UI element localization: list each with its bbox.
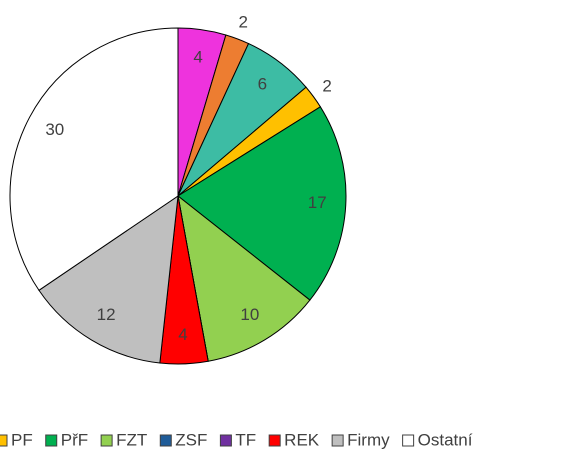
data-label: 30: [45, 120, 64, 139]
legend-label: PřF: [61, 430, 88, 449]
legend-swatch: [159, 434, 172, 447]
legend-swatch: [331, 434, 344, 447]
data-label: 17: [308, 193, 327, 212]
data-label: 12: [97, 305, 116, 324]
pie-slice: [9, 27, 179, 291]
data-label: 4: [193, 47, 202, 66]
data-label: 2: [239, 13, 248, 32]
pie-slice: [177, 106, 347, 301]
legend-swatch: [219, 434, 232, 447]
legend-swatch: [45, 434, 58, 447]
legend-swatch: [100, 434, 113, 447]
pie-slice: [38, 194, 179, 364]
data-label: 4: [178, 325, 187, 344]
legend-swatch: [402, 434, 415, 447]
legend-label: TF: [235, 430, 256, 449]
data-label: 10: [240, 305, 259, 324]
legend-label: ZSF: [175, 430, 207, 449]
data-label: 6: [258, 74, 267, 93]
legend-label: PF: [11, 430, 33, 449]
data-label: 2: [322, 76, 331, 95]
pie-slice: [177, 194, 311, 362]
legend-label: FZT: [116, 430, 147, 449]
legend-swatch: [268, 434, 281, 447]
legend-label: REK: [284, 430, 320, 449]
legend-swatch: [0, 434, 8, 447]
legend-label: Ostatní: [418, 430, 473, 449]
legend-label: Firmy: [347, 430, 390, 449]
